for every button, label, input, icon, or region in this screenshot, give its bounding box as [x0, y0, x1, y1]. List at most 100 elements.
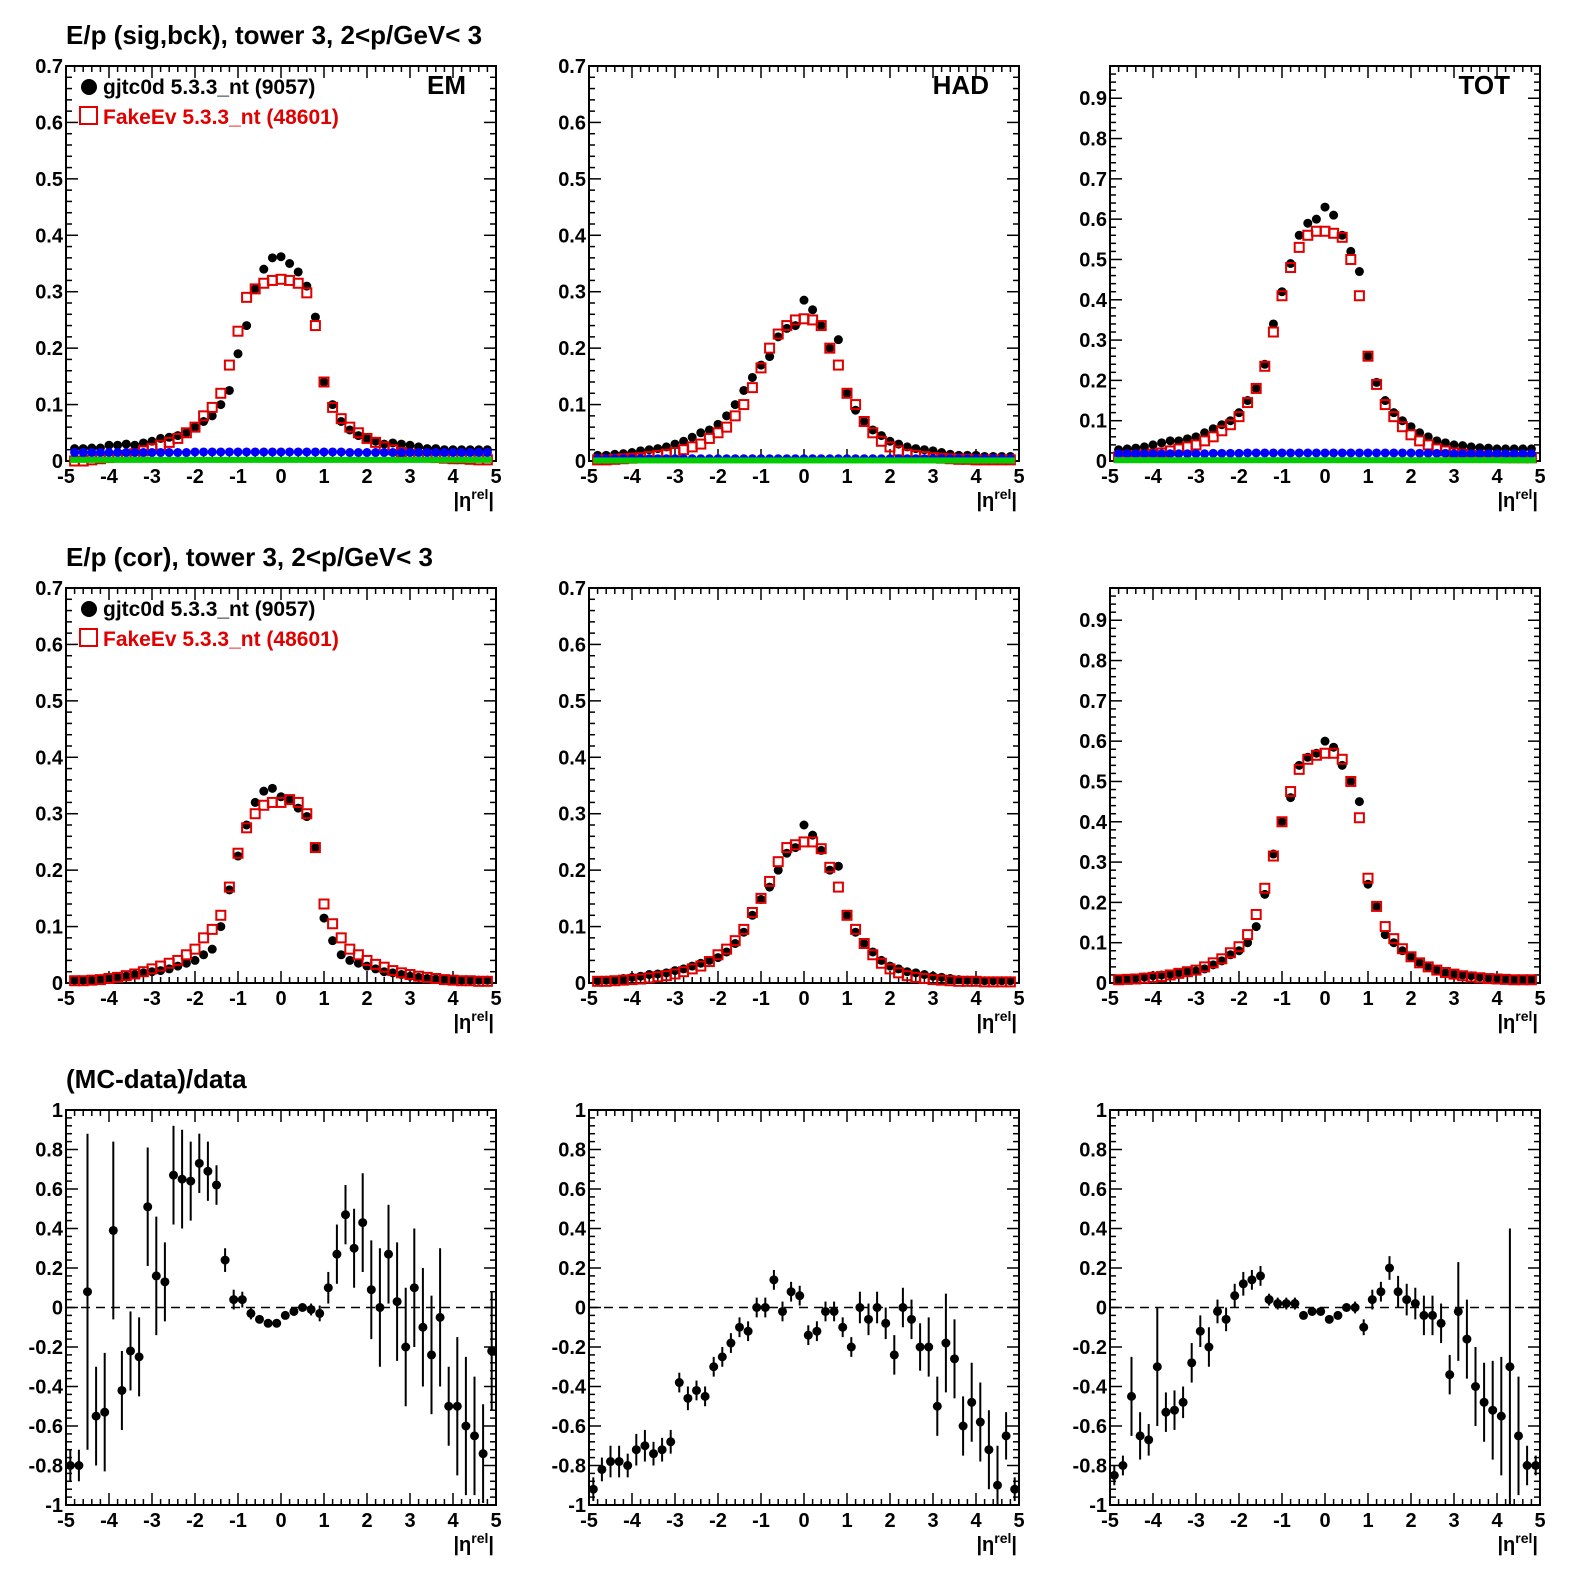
panel-ep-em: -5 -4 -3 -2 -1 0 1 2 3 4 5 0 0.1 0.2 0.3 0.4 0.5 0.6 0.7 |η…: [35, 56, 501, 512]
mc-point: [703, 956, 715, 968]
y-tick-label: 0.4: [35, 1219, 64, 1241]
data-point: [722, 411, 732, 421]
y-tick-label: 0.6: [35, 1179, 63, 1201]
bkg-blue-point: [276, 447, 286, 457]
y-tick-label: 0.5: [558, 691, 586, 713]
data-point: [130, 970, 140, 980]
data-point: [644, 970, 654, 980]
data-point: [1393, 1287, 1403, 1297]
y-tick-label: 0.2: [1079, 370, 1107, 392]
bkg-blue-point: [1286, 448, 1296, 458]
data-point: [1170, 1405, 1179, 1415]
data-point: [1264, 1295, 1274, 1305]
data-point: [765, 882, 775, 892]
bkg-green-point: [224, 456, 234, 463]
mc-point: [1362, 872, 1374, 884]
data-point: [1247, 1275, 1257, 1285]
data-point: [126, 1346, 135, 1356]
data-point: [349, 1243, 359, 1253]
bkg-green-point: [722, 457, 732, 464]
bkg-blue-point: [1157, 449, 1167, 459]
data-point: [1001, 1431, 1011, 1441]
x-tick-label: 1: [318, 1510, 329, 1532]
x-axis-label: |ηrel|: [976, 1008, 1017, 1034]
x-tick-label: -3: [143, 1510, 161, 1532]
x-tick-label: -3: [666, 466, 684, 488]
x-tick-label: -3: [666, 988, 684, 1010]
data-point: [859, 417, 869, 426]
bkg-green-point: [894, 457, 904, 464]
series-data: [1114, 736, 1536, 984]
y-tick-label: 0.8: [558, 1140, 586, 1162]
mc-point: [1250, 908, 1262, 920]
bkg-green-point: [980, 457, 990, 464]
data-point: [1238, 1279, 1248, 1289]
data-point: [765, 352, 775, 362]
x-axis-label: |ηrel|: [976, 486, 1017, 512]
bkg-green-point: [147, 456, 157, 463]
legend-data-label: gjtc0d 5.3.3_nt (9057): [103, 598, 315, 621]
data-point: [439, 975, 449, 985]
bkg-blue-point: [1320, 448, 1330, 458]
bkg-blue-point: [1372, 448, 1382, 458]
series-mc: [69, 273, 493, 467]
data-point: [885, 436, 895, 446]
mc-point: [1216, 953, 1228, 965]
mc-point: [1396, 421, 1408, 433]
mc-point: [1388, 933, 1400, 945]
y-tick-label: 0.4: [558, 225, 587, 247]
x-tick-label: 2: [361, 466, 372, 488]
x-tick-label: -5: [1101, 466, 1119, 488]
mc-point: [807, 314, 819, 326]
x-tick-label: 4: [447, 988, 459, 1010]
mc-point: [875, 957, 887, 969]
y-tick-label: 0.3: [1079, 852, 1107, 874]
data-point: [1367, 1295, 1377, 1305]
bkg-green-point: [1320, 457, 1330, 464]
y-tick-label: 0.3: [35, 804, 63, 826]
bkg-green-point: [945, 457, 955, 464]
x-tick-label: -1: [752, 988, 770, 1010]
data-point: [971, 975, 981, 985]
x-tick-label: -4: [623, 1510, 642, 1532]
mc-point: [327, 401, 339, 413]
data-point: [778, 1306, 787, 1316]
legend-mc-label: FakeEv 5.3.3_nt (48601): [103, 628, 339, 651]
data-point: [692, 1385, 701, 1395]
bkg-green-point: [414, 456, 424, 463]
x-tick-label: -5: [1101, 1510, 1119, 1532]
data-point: [1350, 1303, 1360, 1312]
y-tick-label: -0.8: [29, 1456, 63, 1478]
bkg-green-point: [1509, 457, 1519, 464]
panel-cor-em: -5 -4 -3 -2 -1 0 1 2 3 4 5 0 0.1 0.2 0.3 0.4 0.5 0.6 0.7 |η…: [35, 578, 501, 1034]
x-tick-label: -1: [752, 1510, 770, 1532]
bkg-blue-point: [113, 448, 123, 458]
y-tick-label: -0.2: [552, 1337, 586, 1359]
data-point: [1178, 1397, 1188, 1407]
mc-point: [1285, 262, 1297, 274]
x-tick-label: 1: [1362, 988, 1373, 1010]
mc-point: [1276, 290, 1288, 302]
x-tick-label: -2: [186, 1510, 204, 1532]
bkg-blue-point: [353, 448, 363, 458]
bkg-green-point: [1329, 457, 1339, 464]
bkg-green-point: [954, 457, 964, 464]
data-point: [341, 1210, 350, 1220]
mc-point: [309, 842, 321, 854]
bkg-blue-point: [345, 448, 355, 458]
panel-label: EM: [427, 70, 466, 100]
y-tick-label: -1: [568, 1495, 586, 1517]
data-point: [799, 295, 809, 305]
data-point: [747, 372, 757, 382]
mc-point: [755, 362, 767, 374]
data-point: [1354, 267, 1364, 277]
bkg-blue-point: [1526, 449, 1536, 459]
x-tick-label: 3: [404, 988, 415, 1010]
bkg-green-point: [1372, 457, 1382, 464]
mc-point: [198, 410, 210, 422]
panel-cor-tot: -5 -4 -3 -2 -1 0 1 2 3 4 5 0 0.1 0.2 0.3 0.4 0.5 0.6 0.7 0.…: [1079, 587, 1546, 1034]
y-tick-label: 0.5: [558, 169, 586, 191]
data-point: [216, 922, 226, 932]
mc-point: [344, 421, 356, 433]
bkg-green-point: [1217, 457, 1227, 464]
